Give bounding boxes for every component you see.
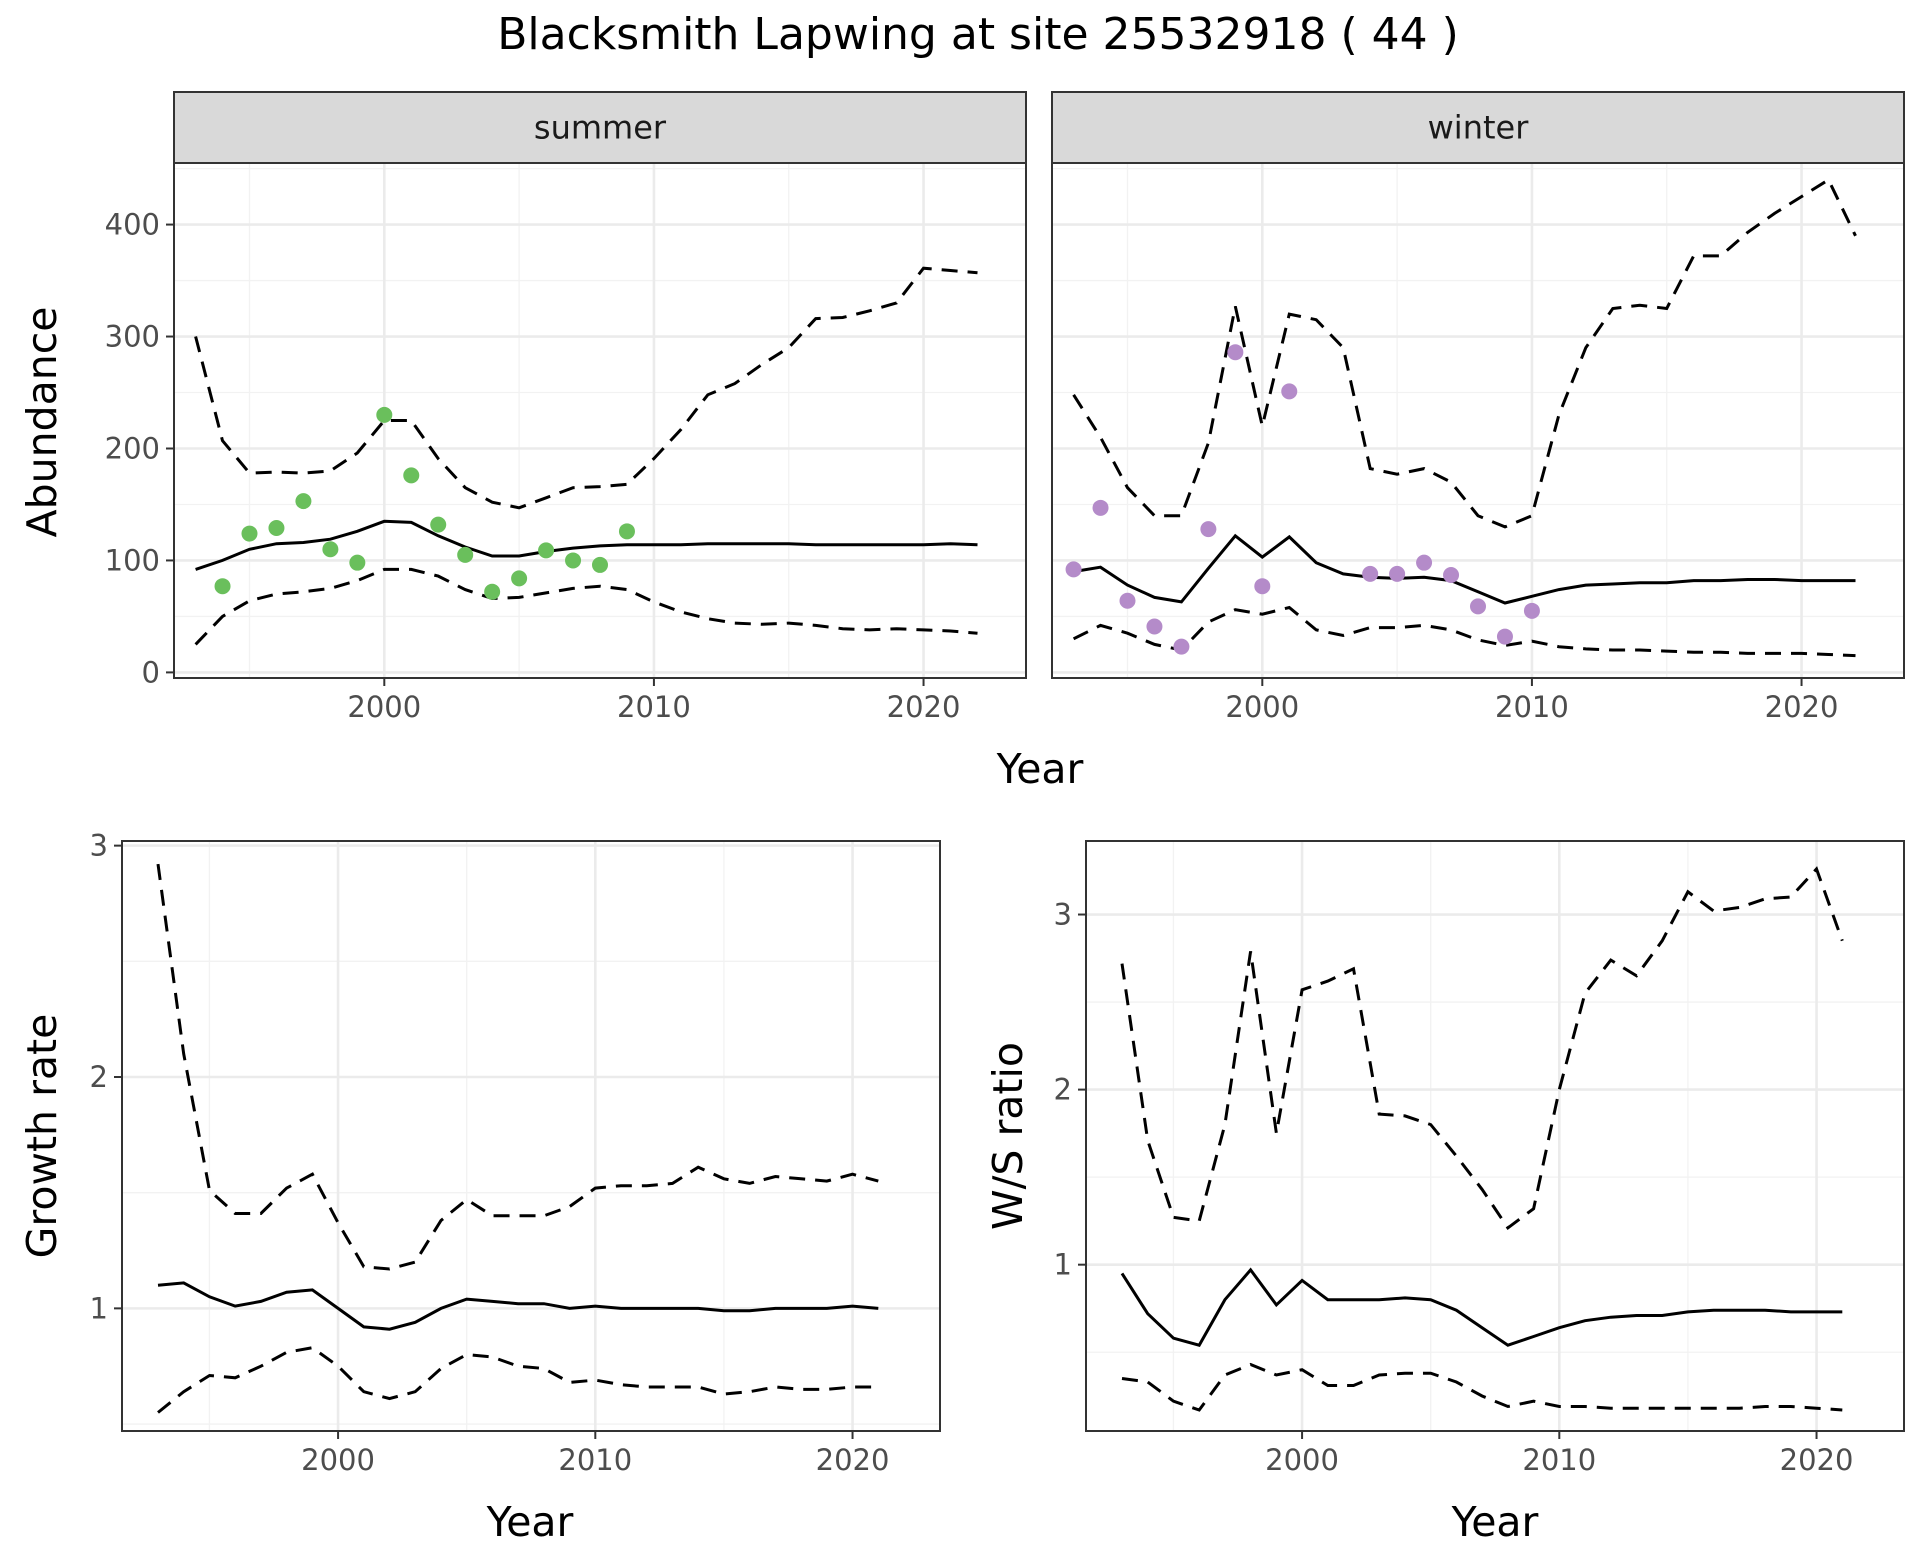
observed-point — [1227, 344, 1244, 361]
observed-point — [430, 516, 447, 533]
x-tick-label: 2020 — [1780, 1443, 1854, 1477]
y-tick-label: 2 — [90, 1060, 108, 1094]
observed-point — [484, 583, 501, 600]
facet-strip-label: summer — [534, 109, 667, 147]
chart-growth: 2000 2010 2020 1 2 3 Year Growth rate — [18, 829, 941, 1546]
y-tick-label: 2 — [1054, 1073, 1072, 1107]
observed-point — [1389, 565, 1406, 582]
observed-point — [241, 525, 258, 542]
observed-point — [1470, 598, 1486, 615]
x-tick-label: 2020 — [1765, 690, 1839, 724]
lower-ci-line — [1072, 605, 1856, 658]
x-axis-title: Year — [1451, 1498, 1539, 1546]
observed-point — [1092, 499, 1109, 516]
panel-background — [1086, 841, 1904, 1431]
y-tick-label: 3 — [90, 829, 108, 863]
observed-point — [538, 542, 555, 559]
x-tick-label: 2020 — [887, 690, 961, 724]
observed-point — [1523, 602, 1540, 619]
y-axis-title: W/S ratio — [984, 1042, 1032, 1230]
observed-point — [322, 541, 339, 558]
observed-point — [1362, 565, 1379, 582]
observed-point — [268, 519, 285, 536]
x-tick-label: 2000 — [347, 690, 421, 724]
panel-background — [174, 163, 1026, 678]
y-axis-title: Abundance — [18, 307, 66, 538]
x-tick-label: 2020 — [816, 1443, 890, 1477]
upper-ci-line — [1120, 866, 1844, 1231]
y-tick-label: 0 — [142, 655, 160, 689]
observed-point — [1496, 628, 1513, 645]
observed-point — [1443, 567, 1460, 583]
observed-point — [511, 570, 528, 587]
chart-summer: summer 2000 2010 2020 0 100 200 300 400 Abundance — [18, 91, 1027, 724]
observed-point — [592, 556, 608, 573]
observed-point — [1281, 383, 1298, 400]
y-tick-label: 1 — [90, 1291, 108, 1325]
figure-title: Blacksmith Lapwing at site 25532918 ( 44… — [497, 9, 1459, 60]
fitted-line — [1120, 1267, 1843, 1347]
chart-winter: winter 2000 2010 2020 Year — [996, 91, 1905, 793]
observed-point — [618, 523, 635, 540]
y-tick-label: 1 — [1054, 1248, 1072, 1282]
facet-strip-label: winter — [1428, 109, 1530, 147]
observed-point — [1254, 578, 1271, 595]
x-tick-label: 2000 — [1265, 1443, 1339, 1477]
panel-background — [122, 841, 940, 1431]
observed-point — [1119, 592, 1136, 609]
y-tick-label: 400 — [105, 208, 160, 242]
observed-point — [457, 546, 474, 563]
x-tick-label: 2010 — [1522, 1443, 1596, 1477]
y-tick-label: 200 — [105, 431, 160, 465]
observed-point — [376, 406, 393, 423]
observed-point — [403, 467, 420, 484]
facet-strip — [1051, 91, 1905, 164]
y-tick-label: 3 — [1054, 898, 1072, 932]
observed-point — [295, 493, 312, 510]
x-tick-label: 2000 — [301, 1443, 375, 1477]
observed-point — [1146, 618, 1163, 635]
facet-strip — [173, 91, 1027, 164]
panel-border — [121, 840, 941, 1432]
fitted-line — [195, 519, 978, 571]
x-tick-label: 2010 — [1495, 690, 1569, 724]
observed-point — [1416, 554, 1433, 571]
observed-point — [1065, 561, 1082, 578]
observed-point — [1200, 521, 1217, 538]
upper-ci-line — [1072, 177, 1857, 529]
upper-ci-line — [194, 266, 978, 510]
y-axis-title: Growth rate — [18, 1014, 66, 1259]
x-axis-title: Year — [486, 1498, 574, 1546]
observed-point — [349, 554, 366, 571]
observed-point — [1173, 638, 1190, 655]
x-tick-label: 2010 — [558, 1443, 632, 1477]
fitted-line — [1073, 533, 1856, 605]
lower-ci-line — [157, 1346, 879, 1414]
chart-ratio: 2000 2010 2020 1 2 3 Year W/S ratio — [984, 840, 1905, 1546]
lower-ci-line — [194, 567, 978, 646]
panel-border — [1085, 840, 1905, 1432]
x-tick-label: 2010 — [617, 690, 691, 724]
y-tick-label: 100 — [105, 543, 160, 577]
fitted-line — [157, 1281, 879, 1331]
lower-ci-line — [1121, 1362, 1843, 1412]
x-tick-label: 2000 — [1225, 690, 1299, 724]
observed-point — [565, 552, 582, 569]
charts-layer: summer 2000 2010 2020 0 100 200 300 400 Abundance… — [18, 91, 1905, 1546]
observed-point — [214, 578, 231, 595]
x-axis-title: Year — [996, 745, 1084, 793]
y-tick-label: 300 — [105, 320, 160, 354]
